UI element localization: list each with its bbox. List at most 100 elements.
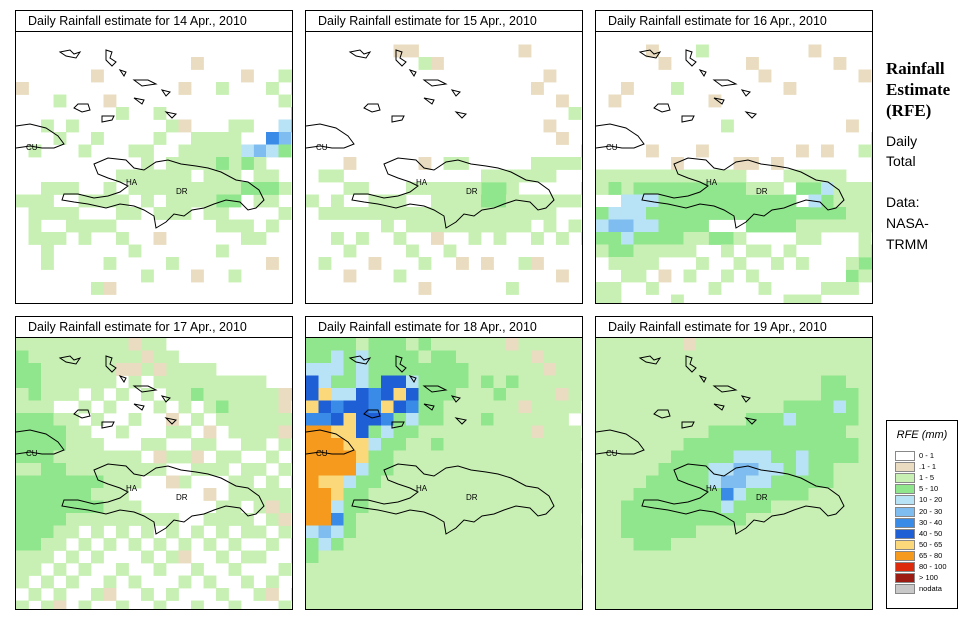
rainfall-cell bbox=[343, 525, 357, 539]
rainfall-cell bbox=[708, 350, 722, 364]
rainfall-cell bbox=[191, 132, 204, 145]
rainfall-cell bbox=[203, 575, 217, 589]
rainfall-cell bbox=[771, 363, 784, 376]
rainfall-cell bbox=[821, 438, 834, 451]
legend-swatch bbox=[895, 484, 915, 495]
rainfall-cell bbox=[253, 500, 267, 514]
rainfall-cell bbox=[66, 500, 79, 514]
rainfall-cell bbox=[418, 575, 432, 589]
rainfall-cell bbox=[871, 500, 872, 514]
hispaniola-outline bbox=[641, 463, 845, 535]
rainfall-cell bbox=[796, 294, 809, 303]
rainfall-cell bbox=[771, 375, 784, 389]
rainfall-cell bbox=[658, 182, 672, 195]
rainfall-cell bbox=[821, 538, 834, 551]
rainfall-cell bbox=[858, 69, 872, 83]
rainfall-cell bbox=[758, 413, 772, 426]
island-outline bbox=[348, 355, 372, 365]
rainfall-cell bbox=[266, 488, 279, 501]
rainfall-cell bbox=[41, 207, 54, 220]
rainfall-cell bbox=[846, 425, 859, 439]
rainfall-cell bbox=[733, 257, 747, 270]
hispaniola-outline bbox=[351, 157, 555, 229]
island-outline bbox=[454, 417, 468, 425]
rainfall-cell bbox=[153, 207, 167, 220]
rainfall-cell bbox=[356, 425, 369, 439]
rainfall-cell bbox=[191, 194, 204, 208]
rainfall-cell bbox=[758, 194, 772, 208]
rainfall-cell bbox=[318, 338, 332, 351]
rainfall-cell bbox=[621, 475, 634, 489]
rainfall-cell bbox=[633, 475, 647, 489]
rainfall-cell bbox=[596, 513, 609, 526]
rainfall-cell bbox=[846, 207, 859, 220]
rainfall-cell bbox=[758, 282, 772, 295]
rainfall-cell bbox=[91, 438, 104, 451]
rainfall-cell bbox=[128, 413, 142, 426]
panel-title: Daily Rainfall estimate for 14 Apr., 201… bbox=[15, 10, 293, 32]
rainfall-cell bbox=[696, 438, 709, 451]
rainfall-cell bbox=[406, 588, 419, 601]
rainfall-cell bbox=[596, 600, 609, 609]
rainfall-cell bbox=[746, 338, 759, 351]
rainfall-cell bbox=[343, 475, 357, 489]
rainfall-cell bbox=[683, 450, 697, 464]
rainfall-cell bbox=[683, 269, 697, 283]
rainfall-cell bbox=[291, 425, 292, 439]
island-outline bbox=[101, 421, 115, 429]
rainfall-cell bbox=[141, 350, 154, 364]
rainfall-cell bbox=[506, 588, 519, 601]
rainfall-cell bbox=[871, 388, 872, 401]
rainfall-cell bbox=[531, 157, 544, 170]
rainfall-cell bbox=[493, 375, 507, 389]
rainfall-cell bbox=[253, 194, 267, 208]
rainfall-cell bbox=[278, 563, 292, 576]
rainfall-cell bbox=[66, 438, 79, 451]
rainfall-cell bbox=[771, 157, 784, 170]
country-label-ha: HA bbox=[126, 178, 138, 187]
rainfall-cell bbox=[543, 425, 557, 439]
rainfall-cell bbox=[431, 525, 444, 539]
rainfall-cell bbox=[153, 513, 167, 526]
rainfall-cell bbox=[721, 350, 734, 364]
rainfall-cell bbox=[833, 219, 847, 233]
rainfall-cell bbox=[443, 425, 457, 439]
rainfall-cell bbox=[771, 450, 784, 464]
rainfall-cell bbox=[266, 219, 279, 233]
rainfall-cell bbox=[833, 182, 847, 195]
rainfall-cell bbox=[78, 232, 92, 245]
rainfall-cell bbox=[783, 207, 797, 220]
rainfall-cell bbox=[543, 438, 557, 451]
rainfall-cell bbox=[596, 207, 609, 220]
rainfall-cell bbox=[833, 538, 847, 551]
rainfall-cell bbox=[318, 169, 332, 183]
rainfall-cell bbox=[833, 450, 847, 464]
legend-swatch bbox=[895, 495, 915, 506]
rainfall-cell bbox=[683, 463, 697, 476]
rainfall-cell bbox=[543, 538, 557, 551]
rainfall-cell bbox=[506, 375, 519, 389]
rainfall-cell bbox=[266, 388, 279, 401]
rainfall-cell bbox=[66, 488, 79, 501]
coastline bbox=[596, 49, 845, 229]
rainfall-cell bbox=[506, 282, 519, 295]
rainfall-cell bbox=[166, 550, 179, 564]
rainfall-cell bbox=[178, 400, 192, 414]
rainfall-cell bbox=[28, 413, 42, 426]
rainfall-cell bbox=[658, 538, 672, 551]
rainfall-cell bbox=[808, 363, 822, 376]
rainfall-cell bbox=[543, 119, 557, 133]
rainfall-cell bbox=[556, 588, 569, 601]
rainfall-cell bbox=[468, 538, 482, 551]
rainfall-cell bbox=[456, 219, 469, 233]
rainfall-cell bbox=[318, 350, 332, 364]
rainfall-cell bbox=[103, 194, 117, 208]
rainfall-cell bbox=[696, 400, 709, 414]
rainfall-cell bbox=[771, 588, 784, 601]
rainfall-cell bbox=[821, 488, 834, 501]
rainfall-cell bbox=[746, 550, 759, 564]
rainfall-cell bbox=[771, 350, 784, 364]
rainfall-cell bbox=[771, 563, 784, 576]
rainfall-cell bbox=[518, 219, 532, 233]
